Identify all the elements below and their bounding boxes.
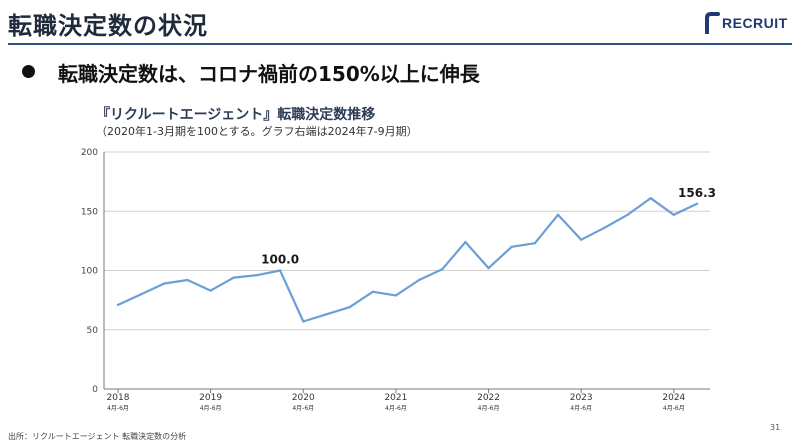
- page-number: 31: [770, 423, 781, 432]
- data-point: [487, 266, 490, 270]
- data-point: [209, 289, 212, 292]
- data-point: [626, 213, 629, 217]
- x-tick-label: 2018: [107, 393, 130, 403]
- x-tick-sublabel: 4月-6月: [200, 405, 222, 412]
- headline: 転職決定数は、コロナ禍前の150%以上に伸長: [58, 62, 480, 86]
- chart-title: 『リクルートエージェント』転職決定数推移: [96, 107, 376, 123]
- x-tick-sublabel: 4月-6月: [292, 405, 314, 412]
- data-point: [580, 238, 583, 241]
- data-point: [649, 197, 652, 200]
- data-point: [603, 226, 606, 230]
- y-tick-label: 0: [92, 385, 98, 395]
- data-point: [255, 274, 259, 277]
- x-tick-sublabel: 4月-6月: [385, 405, 407, 412]
- y-tick-label: 150: [81, 207, 98, 217]
- data-point: [464, 240, 467, 244]
- data-point: [672, 213, 676, 217]
- data-point: [325, 313, 328, 316]
- data-point: [186, 278, 189, 282]
- x-tick-label: 2021: [384, 393, 407, 403]
- data-label: 100.0: [261, 253, 299, 267]
- x-tick-label: 2022: [477, 393, 500, 403]
- chart-subtitle: （2020年1-3月期を100とする。グラフ右端は2024年7-9月期）: [96, 125, 418, 138]
- x-tick-label: 2020: [292, 393, 315, 403]
- bullet-icon: [22, 65, 35, 78]
- x-tick-label: 2024: [662, 393, 685, 403]
- data-point: [163, 282, 166, 285]
- title-divider: [8, 43, 792, 45]
- x-tick-label: 2023: [570, 393, 593, 403]
- data-point: [302, 320, 305, 323]
- recruit-logo-icon: [705, 12, 720, 34]
- slide-title: 転職決定数の状況: [8, 12, 208, 40]
- data-point: [417, 278, 421, 282]
- y-tick-label: 50: [87, 326, 99, 336]
- data-point: [394, 294, 398, 297]
- data-point: [139, 293, 143, 296]
- y-tick-label: 200: [81, 148, 98, 158]
- x-tick-label: 2019: [199, 393, 222, 403]
- data-point: [441, 268, 444, 271]
- data-point: [533, 242, 537, 245]
- data-point: [695, 202, 699, 205]
- data-point: [510, 245, 513, 248]
- x-tick-sublabel: 4月-6月: [478, 405, 500, 412]
- data-point: [278, 269, 282, 272]
- y-tick-label: 100: [81, 267, 98, 277]
- data-point: [348, 306, 351, 309]
- series-line: [117, 197, 698, 323]
- x-tick-sublabel: 4月-6月: [663, 405, 685, 412]
- x-tick-sublabel: 4月-6月: [107, 405, 129, 412]
- data-point: [116, 303, 120, 307]
- source-note: 出所：リクルートエージェント 転職決定数の分析: [8, 432, 187, 441]
- data-label: 156.3: [678, 186, 716, 200]
- logo-text: RECRUIT: [722, 15, 788, 31]
- x-tick-sublabel: 4月-6月: [570, 405, 592, 412]
- data-point: [371, 290, 374, 294]
- data-point: [232, 276, 235, 279]
- data-point: [556, 213, 560, 217]
- recruit-logo: RECRUIT: [704, 11, 788, 35]
